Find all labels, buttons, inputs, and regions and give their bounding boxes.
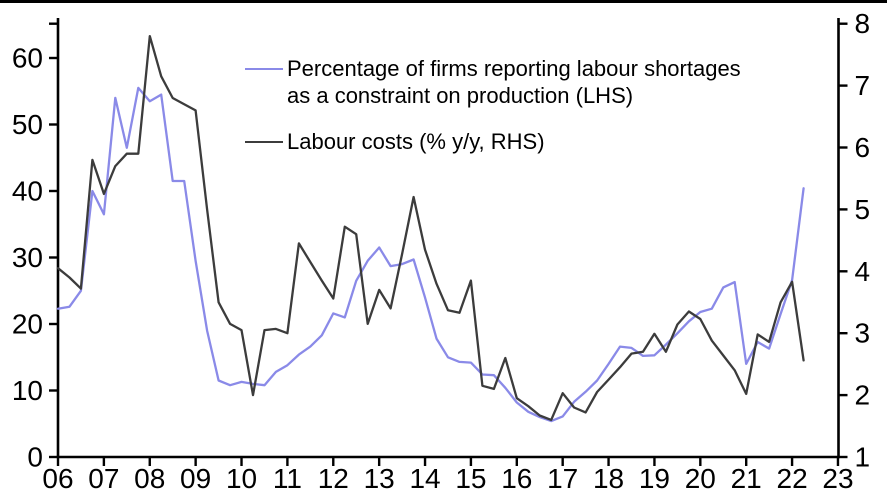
legend-label-line2: as a constraint on production (LHS): [287, 83, 634, 108]
y-axis-left-tick-label: 60: [12, 43, 43, 74]
x-axis-tick-label: 14: [409, 463, 440, 494]
x-axis-tick-label: 08: [134, 463, 165, 494]
x-axis-tick-label: 17: [547, 463, 578, 494]
y-axis-right-tick-label: 6: [855, 132, 871, 163]
legend-label-line1: Labour costs (% y/y, RHS): [287, 129, 545, 154]
y-axis-right-tick-label: 8: [855, 8, 871, 39]
x-axis-tick-label: 11: [273, 463, 302, 494]
y-axis-right-tick-label: 7: [855, 70, 871, 101]
x-axis-tick-label: 22: [777, 463, 808, 494]
x-axis-tick-label: 12: [318, 463, 349, 494]
legend-line-sample-purple: [245, 68, 283, 71]
y-axis-left-tick-label: 10: [12, 375, 43, 406]
x-axis-tick-label: 13: [364, 463, 395, 494]
y-axis-right-tick-label: 5: [855, 194, 871, 225]
x-axis-tick-label: 07: [88, 463, 119, 494]
x-axis-tick-label: 09: [180, 463, 211, 494]
x-axis-tick-label: 18: [593, 463, 624, 494]
series-labour-costs-line: [56, 34, 805, 422]
x-axis-tick-label: 15: [455, 463, 486, 494]
y-axis-right-tick-label: 1: [855, 442, 871, 473]
x-axis-tick-label: 06: [42, 463, 73, 494]
legend-line-sample-black: [245, 141, 283, 144]
legend-label-line1: Percentage of firms reporting labour sho…: [287, 56, 741, 81]
x-axis-tick-label: 23: [822, 463, 853, 494]
y-axis-right-tick-label: 4: [855, 256, 871, 287]
x-axis-tick-label: 10: [226, 463, 257, 494]
y-axis-left-tick-label: 40: [12, 176, 43, 207]
x-axis-tick-label: 16: [501, 463, 532, 494]
y-axis-left-tick-label: 20: [12, 309, 43, 340]
series-labour-shortages-line: [56, 86, 805, 423]
x-axis-tick-label: 20: [685, 463, 716, 494]
legend-label-labour-costs: Labour costs (% y/y, RHS): [287, 128, 545, 155]
y-axis-left-tick-label: 30: [12, 242, 43, 273]
x-axis-tick-label: 21: [731, 463, 762, 494]
legend-label-labour-shortages: Percentage of firms reporting labour sho…: [287, 55, 741, 109]
y-axis-right-tick-label: 2: [855, 380, 871, 411]
y-axis-left-tick-label: 0: [27, 442, 43, 473]
x-axis-tick-label: 19: [639, 463, 670, 494]
y-axis-left-tick-label: 50: [12, 109, 43, 140]
y-axis-right-tick-label: 3: [855, 318, 871, 349]
